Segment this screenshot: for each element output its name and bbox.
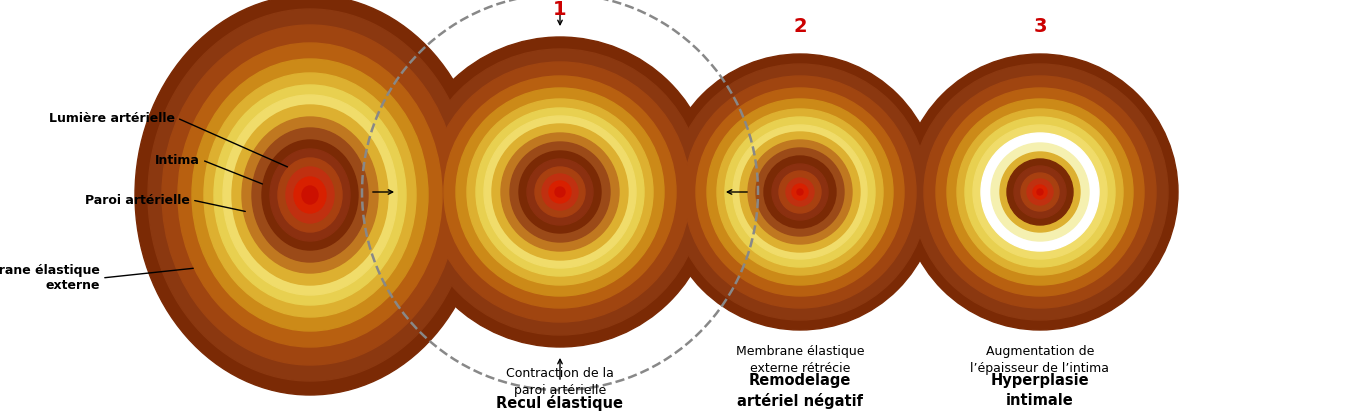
Circle shape <box>764 156 836 228</box>
Circle shape <box>1033 185 1047 199</box>
Circle shape <box>492 124 628 260</box>
Circle shape <box>1027 179 1053 205</box>
Circle shape <box>549 181 572 203</box>
Circle shape <box>797 189 803 195</box>
Circle shape <box>748 140 852 244</box>
Circle shape <box>510 142 611 242</box>
Ellipse shape <box>243 117 377 273</box>
Circle shape <box>527 159 593 225</box>
Ellipse shape <box>232 105 388 285</box>
Ellipse shape <box>162 25 458 365</box>
Ellipse shape <box>302 186 318 204</box>
Circle shape <box>936 88 1144 296</box>
Circle shape <box>456 88 665 296</box>
Circle shape <box>913 64 1167 320</box>
Circle shape <box>466 99 652 285</box>
Text: Contraction de la
paroi artérielle: Contraction de la paroi artérielle <box>506 367 613 397</box>
Circle shape <box>673 64 927 320</box>
Text: Paroi artérielle: Paroi artérielle <box>85 193 190 206</box>
Ellipse shape <box>286 167 334 223</box>
Circle shape <box>786 178 814 206</box>
Circle shape <box>756 148 844 236</box>
Circle shape <box>1020 173 1060 211</box>
Circle shape <box>662 54 938 330</box>
Circle shape <box>443 76 675 308</box>
Circle shape <box>779 171 821 213</box>
Circle shape <box>740 132 860 252</box>
Circle shape <box>973 125 1107 259</box>
Ellipse shape <box>294 177 326 213</box>
Circle shape <box>542 174 578 210</box>
Circle shape <box>957 109 1123 275</box>
Text: Hyperplasie
intimale: Hyperplasie intimale <box>991 373 1089 408</box>
Circle shape <box>772 164 828 220</box>
Circle shape <box>519 151 601 233</box>
Text: 1: 1 <box>553 0 566 19</box>
Circle shape <box>793 184 807 200</box>
Ellipse shape <box>178 43 442 347</box>
Circle shape <box>501 133 619 251</box>
Circle shape <box>725 117 875 267</box>
Circle shape <box>1000 152 1080 232</box>
Text: Membrane élastique
externe rétrécie: Membrane élastique externe rétrécie <box>736 345 864 375</box>
Ellipse shape <box>262 140 359 250</box>
Ellipse shape <box>135 0 485 395</box>
Circle shape <box>484 116 636 268</box>
Circle shape <box>991 143 1089 241</box>
Circle shape <box>404 37 714 347</box>
Text: 2: 2 <box>793 17 807 36</box>
Circle shape <box>706 99 892 285</box>
Ellipse shape <box>191 59 429 331</box>
Text: Membrane élastique
externe: Membrane élastique externe <box>0 264 100 292</box>
Circle shape <box>683 76 917 308</box>
Circle shape <box>555 187 565 197</box>
Ellipse shape <box>252 128 368 262</box>
Circle shape <box>696 88 905 296</box>
Text: Intima: Intima <box>155 154 200 166</box>
Circle shape <box>733 125 867 259</box>
Circle shape <box>1037 189 1043 195</box>
Ellipse shape <box>278 158 342 232</box>
Circle shape <box>902 54 1178 330</box>
Ellipse shape <box>270 149 350 241</box>
Ellipse shape <box>214 85 406 305</box>
Ellipse shape <box>222 95 398 295</box>
Circle shape <box>476 108 644 276</box>
Circle shape <box>417 49 704 335</box>
Text: 3: 3 <box>1034 17 1047 36</box>
Text: Augmentation de
l’épaisseur de l’intima: Augmentation de l’épaisseur de l’intima <box>971 345 1109 375</box>
Text: Remodelage
artériel négatif: Remodelage artériel négatif <box>737 373 863 409</box>
Text: Recul élastique: Recul élastique <box>496 395 624 411</box>
Circle shape <box>1007 159 1073 225</box>
Circle shape <box>965 117 1115 267</box>
Circle shape <box>981 133 1099 251</box>
Text: Lumière artérielle: Lumière artérielle <box>49 111 175 124</box>
Circle shape <box>717 109 883 275</box>
Ellipse shape <box>204 73 417 317</box>
Circle shape <box>1014 166 1066 218</box>
Circle shape <box>535 167 585 217</box>
Circle shape <box>948 99 1134 285</box>
Circle shape <box>430 62 690 322</box>
Ellipse shape <box>148 9 472 381</box>
Circle shape <box>923 76 1157 308</box>
